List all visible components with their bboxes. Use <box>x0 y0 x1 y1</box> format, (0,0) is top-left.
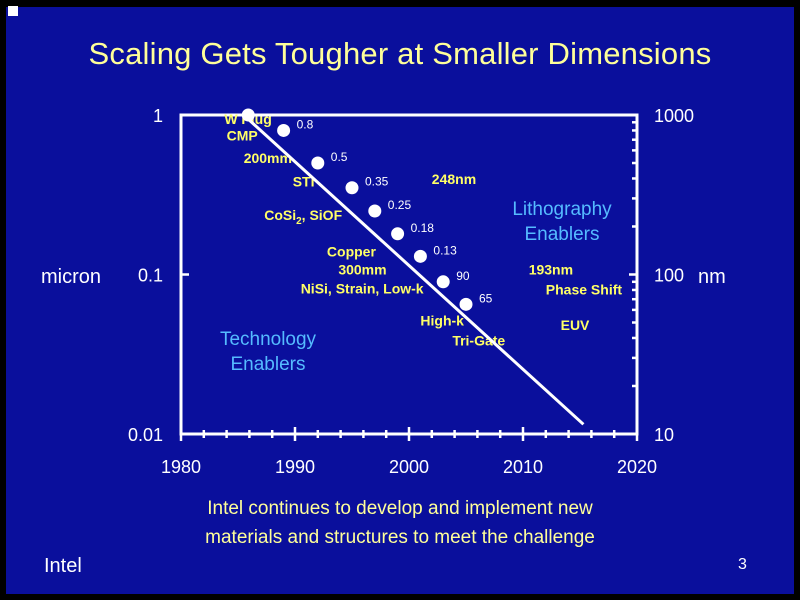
technology-annotation: 300mm <box>338 262 386 278</box>
caption-line-1: Intel continues to develop and implement… <box>207 498 593 519</box>
y-axis-label-right: nm <box>698 266 726 288</box>
node-label: 90 <box>456 269 470 283</box>
node-label: 0.8 <box>297 117 314 131</box>
lithography-enablers-line2: Enablers <box>525 224 600 245</box>
intel-brand: Intel <box>44 555 82 577</box>
technology-annotation: CMP <box>227 128 258 144</box>
technology-enablers-line2: Enablers <box>231 354 306 375</box>
node-point <box>459 297 473 311</box>
corner-square <box>8 6 18 16</box>
technology-annotation: Copper <box>327 243 377 259</box>
node-point <box>311 156 325 170</box>
technology-annotation: CoSi2, SiOF <box>264 207 342 227</box>
x-tick-label: 2000 <box>389 457 429 477</box>
node-label: 0.13 <box>433 243 457 257</box>
y-tick-label-left: 0.01 <box>128 425 163 445</box>
node-point <box>368 204 382 218</box>
x-tick-label: 1980 <box>161 457 201 477</box>
lithography-annotation: 248nm <box>432 171 476 187</box>
node-point <box>391 227 405 241</box>
node-point <box>277 123 291 137</box>
lithography-annotation: EUV <box>561 317 590 333</box>
y-tick-label-left: 0.1 <box>138 266 163 286</box>
y-axis-label-left: micron <box>41 266 101 288</box>
y-tick-label-left: 1 <box>153 106 163 126</box>
x-tick-label: 2010 <box>503 457 543 477</box>
scaling-trend-line <box>242 113 585 426</box>
node-label: 0.5 <box>331 150 348 164</box>
technology-enablers-line1: Technology <box>220 329 317 350</box>
node-point <box>413 249 427 263</box>
node-point <box>241 108 255 122</box>
x-tick-label: 2020 <box>617 457 657 477</box>
node-label: 65 <box>479 291 493 305</box>
y-tick-label-right: 100 <box>654 266 684 286</box>
technology-annotation: High-k <box>420 312 464 328</box>
node-point <box>345 181 359 195</box>
node-label: 0.18 <box>411 221 435 235</box>
node-point <box>436 275 450 289</box>
lithography-annotation: Phase Shift <box>546 281 623 297</box>
node-label: 0.35 <box>365 175 389 189</box>
technology-annotation: 200mm <box>244 150 292 166</box>
page-number: 3 <box>738 556 747 573</box>
lithography-enablers-line1: Lithography <box>512 199 612 220</box>
lithography-annotation: 193nm <box>529 262 573 278</box>
technology-annotation: Tri-Gate <box>452 332 505 348</box>
technology-annotation: NiSi, Strain, Low-k <box>301 281 424 297</box>
caption-line-2: materials and structures to meet the cha… <box>205 527 595 548</box>
y-tick-label-right: 10 <box>654 425 674 445</box>
node-label: 0.25 <box>388 198 412 212</box>
y-tick-label-right: 1000 <box>654 106 694 126</box>
technology-annotation: STI <box>293 174 315 190</box>
x-tick-label: 1990 <box>275 457 315 477</box>
slide-background <box>6 7 794 594</box>
slide-title: Scaling Gets Tougher at Smaller Dimensio… <box>88 36 712 71</box>
